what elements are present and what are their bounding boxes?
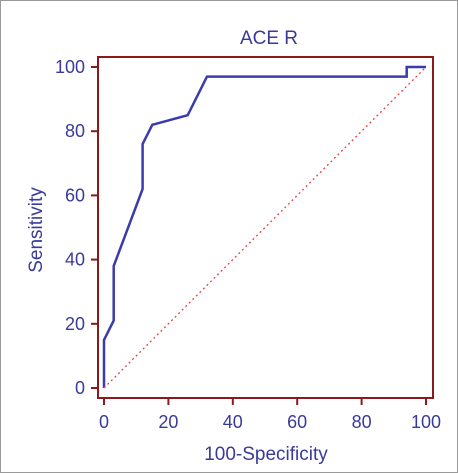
x-tick-label: 100	[411, 412, 441, 432]
y-tick-label: 0	[75, 378, 85, 398]
y-axis-label: Sensitivity	[26, 187, 47, 273]
x-tick-label: 0	[99, 412, 109, 432]
y-tick-label: 60	[65, 185, 85, 205]
x-tick-label: 60	[287, 412, 307, 432]
x-axis-label: 100-Specificity	[204, 444, 328, 465]
x-tick-label: 20	[158, 412, 178, 432]
y-tick-label: 20	[65, 314, 85, 334]
roc-curve	[102, 65, 426, 388]
y-tick-label: 40	[65, 250, 85, 270]
plot-area: 0 20 40 60 80 100 0 20 40 60 80 100	[55, 56, 441, 432]
plot-border	[97, 56, 434, 399]
x-tick-label: 40	[223, 412, 243, 432]
x-tick-label: 80	[352, 412, 372, 432]
reference-line	[103, 66, 427, 389]
chart-title: ACE R	[240, 28, 298, 49]
y-tick-label: 100	[55, 57, 85, 77]
y-tick-label: 80	[65, 121, 85, 141]
